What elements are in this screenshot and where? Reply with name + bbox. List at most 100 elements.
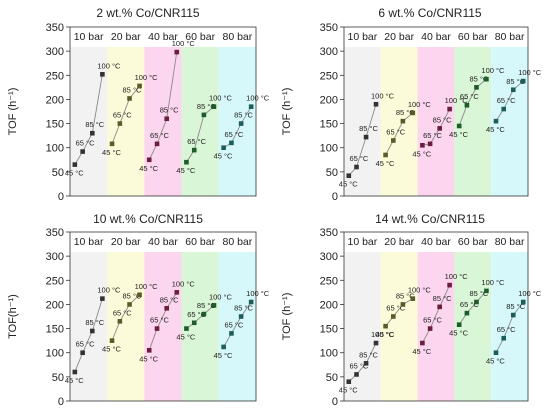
pressure-label: 80 bar xyxy=(223,236,253,248)
y-tick-label: 200 xyxy=(46,299,64,311)
data-point xyxy=(154,141,160,147)
temperature-label: 100 °C xyxy=(209,94,233,103)
pressure-label: 20 bar xyxy=(384,236,414,248)
temperature-label: 100 °C xyxy=(481,278,505,287)
temperature-label: 100 °C xyxy=(518,68,542,77)
pressure-label: 40 bar xyxy=(421,31,451,43)
data-point xyxy=(354,372,359,377)
y-axis-label: TOF (h⁻¹) xyxy=(7,88,19,136)
temperature-label: 100 °C xyxy=(209,292,233,301)
series-line xyxy=(186,106,215,163)
data-point xyxy=(501,106,507,112)
y-axis-label: TOF (h⁻¹) xyxy=(281,88,293,136)
y-tick-label: 150 xyxy=(320,324,338,336)
pressure-band xyxy=(144,252,182,401)
y-axis-label: TOF (h⁻¹) xyxy=(281,293,293,341)
y-tick-label: 100 xyxy=(46,143,64,155)
chart-title: 14 wt.% Co/CNR115 xyxy=(375,212,485,226)
data-point xyxy=(238,121,244,126)
data-point xyxy=(137,292,142,298)
data-point xyxy=(447,106,452,112)
chart-panel-2: 6 wt.% Co/CNR115 TOF (h⁻¹) 0 50 100 150 200 250… xyxy=(281,6,542,203)
series-line xyxy=(348,342,377,383)
y-tick-label: 0 xyxy=(332,396,338,408)
temperature-label: 85 °C xyxy=(396,108,415,117)
temperature-label: 65 °C xyxy=(150,131,169,140)
y-tick-label: 250 xyxy=(46,275,64,287)
temperature-label: 85 °C xyxy=(469,74,488,83)
temperature-label: 85 °C xyxy=(123,291,142,300)
chart-title: 2 wt.% Co/CNR115 xyxy=(96,6,199,20)
pressure-label: 80 bar xyxy=(495,31,525,43)
data-point xyxy=(363,134,369,140)
data-point xyxy=(137,83,142,89)
temperature-label: 45 °C xyxy=(214,351,233,360)
temperature-label: 65 °C xyxy=(460,92,479,101)
data-point xyxy=(100,72,105,77)
data-point xyxy=(354,164,359,170)
y-tick-label: 350 xyxy=(320,22,338,34)
temperature-label: 45 °C xyxy=(214,152,233,161)
temperature-label: 45 °C xyxy=(139,354,158,363)
data-point xyxy=(117,319,123,324)
temperature-label: 65 °C xyxy=(386,127,405,136)
data-point xyxy=(456,123,462,129)
temperature-label: 85 °C xyxy=(469,289,488,298)
pressure-label: 80 bar xyxy=(223,31,253,43)
data-point xyxy=(127,302,132,307)
data-point xyxy=(221,145,226,151)
pressure-band xyxy=(70,252,108,401)
temperature-label: 45 °C xyxy=(339,386,358,395)
data-point xyxy=(174,290,180,295)
temperature-label: 100 °C xyxy=(481,66,505,75)
data-point xyxy=(174,49,180,55)
series-line xyxy=(422,108,451,146)
temperature-label: 45 °C xyxy=(449,329,468,338)
data-point xyxy=(248,104,254,109)
data-point xyxy=(464,102,470,108)
temperature-label: 100 °C xyxy=(135,282,159,291)
series-line xyxy=(458,290,487,325)
y-tick-label: 250 xyxy=(46,70,64,82)
data-point xyxy=(191,147,197,153)
chart-panel-1: 2 wt.% Co/CNR115 TOF (h⁻¹) 0 50 100 150 200 250… xyxy=(7,6,270,203)
temperature-label: 45 °C xyxy=(176,166,195,175)
data-point xyxy=(520,299,526,305)
y-tick-label: 350 xyxy=(46,22,64,34)
y-tick-label: 50 xyxy=(326,372,338,384)
series-line xyxy=(111,294,140,341)
pressure-label: 40 bar xyxy=(421,236,451,248)
temperature-label: 100 °C xyxy=(97,286,121,295)
series-line xyxy=(495,301,524,353)
data-point xyxy=(346,379,352,384)
y-tick-label: 200 xyxy=(320,299,338,311)
y-tick-label: 250 xyxy=(320,275,338,287)
series-line xyxy=(421,284,451,344)
temperature-label: 65 °C xyxy=(224,130,243,139)
pressure-label: 10 bar xyxy=(348,31,378,43)
data-point xyxy=(410,296,416,301)
data-point xyxy=(400,302,406,307)
data-point xyxy=(154,326,160,331)
y-tick-label: 150 xyxy=(46,324,64,336)
pressure-band xyxy=(107,252,145,401)
temperature-label: 100 °C xyxy=(408,286,432,295)
pressure-band xyxy=(491,252,528,401)
temperature-label: 45 °C xyxy=(339,180,358,189)
pressure-band xyxy=(70,47,108,196)
y-tick-label: 100 xyxy=(46,348,64,360)
y-tick-label: 300 xyxy=(320,251,338,263)
data-point xyxy=(201,112,207,118)
series-line xyxy=(348,104,377,177)
pressure-label: 20 bar xyxy=(111,236,141,248)
data-point xyxy=(80,350,85,356)
y-tick-label: 300 xyxy=(46,251,64,263)
data-point xyxy=(109,141,115,147)
data-point xyxy=(146,348,152,353)
y-tick-label: 350 xyxy=(46,227,64,239)
series-line xyxy=(186,305,215,329)
plot-frame xyxy=(343,26,529,197)
data-point xyxy=(109,338,115,343)
temperature-label: 45 °C xyxy=(376,159,395,168)
